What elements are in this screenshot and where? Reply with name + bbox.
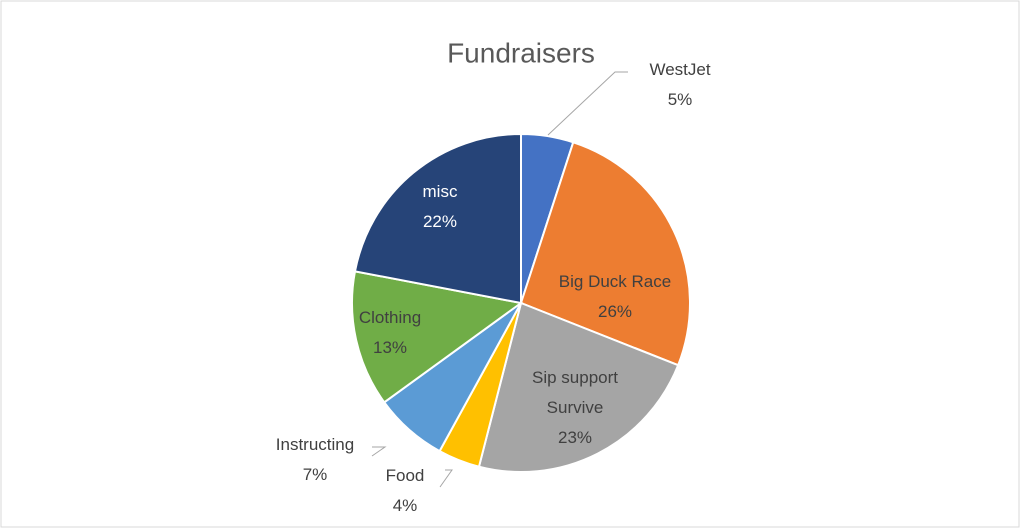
percent-label: 13% <box>372 338 408 357</box>
data-label: misc 22% <box>423 177 458 237</box>
data-label: WestJet 5% <box>649 55 710 115</box>
leader-line <box>371 446 387 457</box>
category-label: Clothing <box>358 308 422 327</box>
slices <box>351 132 691 473</box>
data-label: Food 4% <box>386 461 425 521</box>
category-label: Food <box>385 466 425 485</box>
category-label: Instructing <box>275 435 355 454</box>
percent-label: 7% <box>302 465 328 484</box>
data-label: Big Duck Race 26% <box>559 267 671 327</box>
data-label: Sip support Survive 23% <box>520 363 630 453</box>
category-label: Big Duck Race <box>558 272 672 291</box>
percent-label: 4% <box>392 496 418 515</box>
leader-line <box>547 71 628 136</box>
percent-label: 23% <box>557 428 593 447</box>
category-label: misc <box>422 182 458 201</box>
leader-line <box>439 469 453 488</box>
percent-label: 5% <box>667 90 693 109</box>
chart-title: Fundraisers <box>447 37 595 68</box>
percent-label: 26% <box>597 302 633 321</box>
pie-slice <box>353 132 522 305</box>
category-label: WestJet <box>649 60 711 79</box>
data-label: Instructing 7% <box>276 430 354 490</box>
pie-slice <box>519 141 691 367</box>
percent-label: 22% <box>422 212 458 231</box>
data-label: Clothing 13% <box>359 303 421 363</box>
pie-slice <box>351 270 524 404</box>
pie-slice <box>477 301 680 473</box>
category-label: Sip support Survive <box>532 368 618 417</box>
